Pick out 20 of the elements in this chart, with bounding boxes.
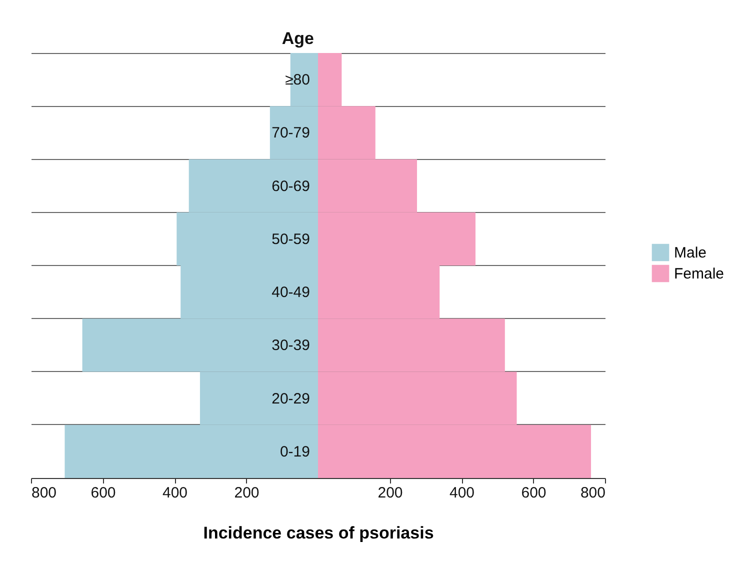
legend-label: Female — [674, 266, 724, 282]
x-tick-label: 600 — [521, 484, 546, 502]
y-tick-label: 0-19 — [280, 443, 310, 460]
x-tick-label: 400 — [449, 484, 475, 502]
y-tick-label: 60-69 — [272, 178, 310, 195]
y-tick-label: 40-49 — [272, 284, 310, 302]
y-axis-title: Age — [282, 29, 314, 48]
y-tick-label: 30-39 — [272, 337, 310, 354]
x-tick-label: 200 — [234, 484, 260, 502]
y-tick-label: 70-79 — [272, 124, 310, 142]
y-tick-label: ≥80 — [285, 72, 310, 89]
y-tick-label: 50-59 — [272, 230, 310, 248]
x-tick-label: 800 — [580, 484, 606, 502]
y-tick-label: 20-29 — [272, 390, 310, 408]
x-tick-label: 400 — [162, 484, 188, 502]
x-tick-label: 600 — [90, 484, 116, 502]
x-tick-label: 800 — [32, 484, 57, 502]
x-axis-title: Incidence cases of psoriasis — [203, 524, 434, 542]
legend-label: Male — [674, 244, 707, 262]
x-tick-label: 200 — [378, 484, 403, 502]
